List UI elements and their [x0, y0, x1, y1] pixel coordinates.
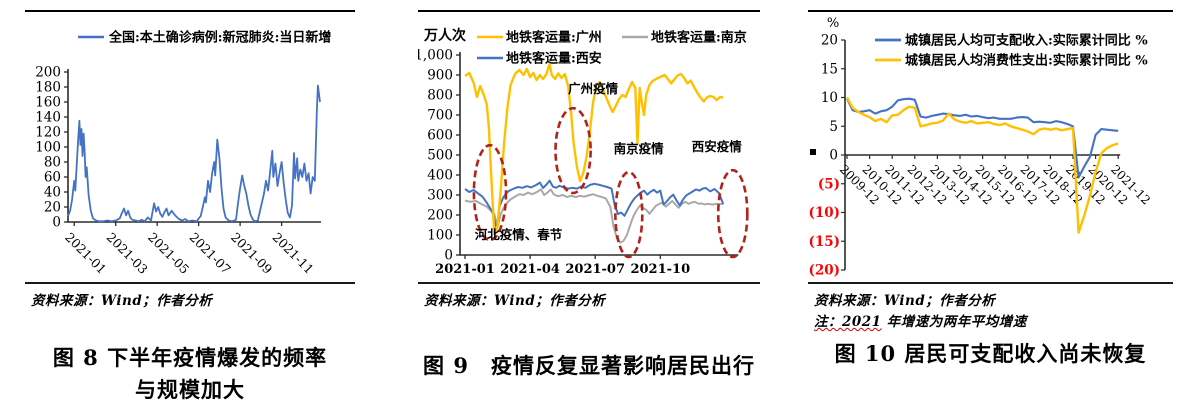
svg-text:2021-03: 2021-03: [104, 230, 151, 277]
outbreak-ellipses: [472, 106, 749, 259]
source-note: 资料来源：Wind；作者分析: [424, 293, 606, 309]
svg-text:120: 120: [35, 125, 61, 141]
series-line-covid-cases: [67, 84, 321, 223]
svg-text:700: 700: [427, 108, 453, 124]
svg-text:5: 5: [829, 119, 838, 135]
figure-caption-line-2: 与规模加大: [135, 377, 245, 402]
svg-text:20: 20: [821, 33, 838, 49]
y-axis-title: 万人次: [423, 27, 466, 44]
chart-note-underlined: 注：2021: [814, 314, 882, 330]
svg-text:(20): (20): [808, 263, 840, 279]
chart-note: 注：2021 年增速为两年平均增速: [814, 310, 1173, 330]
svg-text:20: 20: [44, 200, 61, 216]
figure-caption: 图 9 疫情反复显著影响居民出行: [423, 353, 755, 378]
svg-text:800: 800: [427, 88, 453, 104]
axes: 0204060801001201401601802002021-012021-0…: [35, 65, 321, 277]
svg-text:2021-07: 2021-07: [565, 262, 625, 277]
svg-text:900: 900: [427, 68, 453, 84]
svg-text:10: 10: [821, 90, 838, 106]
panel-top-rule: [25, 10, 355, 12]
svg-text:2021-11: 2021-11: [269, 230, 316, 277]
svg-text:全国:本土确诊病例:新冠肺炎:当日新增: 全国:本土确诊病例:新冠肺炎:当日新增: [108, 30, 331, 46]
chart-note-rest: 年增速为两年平均增速: [881, 314, 1027, 330]
panel-figure-9: 0 100 200 300 400 500 600 700 800 900 1,000 2021-01…: [418, 10, 760, 414]
panel-divider-rule: [418, 282, 760, 284]
stray-bullet-marker: [810, 149, 816, 155]
svg-text:地铁客运量:南京: 地铁客运量:南京: [651, 30, 747, 46]
svg-text:400: 400: [427, 168, 453, 184]
svg-text:城镇居民人均可支配收入:实际累计同比 %: 城镇居民人均可支配收入:实际累计同比 %: [905, 33, 1148, 49]
svg-text:2021-10: 2021-10: [630, 262, 690, 277]
svg-text:60: 60: [44, 170, 61, 186]
svg-text:40: 40: [44, 185, 61, 201]
panel-top-rule: [418, 10, 760, 12]
panel-divider-rule: [25, 282, 355, 284]
figure-caption-line-1: 图 8 下半年疫情爆发的频率: [52, 345, 328, 370]
figure-caption: 图 10 居民可支配收入尚未恢复: [834, 341, 1147, 366]
axes: 0 100 200 300 400 500 600 700 800 900 1,000 2021-01…: [418, 48, 739, 277]
annotation-西安疫情: 西安疫情: [692, 139, 743, 154]
series-line-地铁客运量:广州: [464, 62, 724, 236]
svg-text:(10): (10): [808, 205, 840, 221]
panel-figure-8: 0 20 40 60 80 100 120 140 160 180 200 2021-01 2021-0…: [25, 10, 355, 414]
source-note: 资料来源：Wind；作者分析: [31, 293, 213, 309]
svg-text:2021-07: 2021-07: [187, 230, 234, 277]
svg-text:140: 140: [35, 110, 61, 126]
svg-text:200: 200: [35, 65, 61, 81]
svg-text:城镇居民人均消费性支出:实际累计同比 %: 城镇居民人均消费性支出:实际累计同比 %: [905, 53, 1148, 69]
panel-top-rule: [808, 10, 1173, 12]
series-line-城镇居民人均可支配收入:实际累计同比 %: [846, 97, 1119, 179]
svg-text:500: 500: [427, 148, 453, 164]
svg-text:100: 100: [427, 228, 453, 244]
svg-text:0: 0: [52, 215, 61, 231]
svg-text:0: 0: [444, 248, 453, 264]
legend: 全国:本土确诊病例:新冠肺炎:当日新增: [78, 30, 331, 46]
svg-text:200: 200: [427, 208, 453, 224]
chart-figure-10-income-growth: 20151050(5)(10)(15)(20)2009-122010-12201…: [808, 16, 1153, 279]
svg-text:80: 80: [44, 155, 61, 171]
svg-text:(5): (5): [818, 176, 840, 192]
svg-text:15: 15: [821, 61, 838, 77]
svg-text:(15): (15): [808, 234, 840, 250]
svg-text:2021-05: 2021-05: [145, 230, 192, 277]
chart-figure-9-metro-ridership: 0 100 200 300 400 500 600 700 800 900 1,000 2021-01…: [418, 27, 749, 277]
annotation-南京疫情: 南京疫情: [614, 141, 665, 156]
svg-text:2021-01: 2021-01: [62, 230, 109, 277]
svg-text:2021-01: 2021-01: [435, 262, 495, 277]
figure-caption: 图 8 下半年疫情爆发的频率 与规模加大: [25, 342, 355, 406]
series-line-城镇居民人均消费性支出:实际累计同比 %: [845, 96, 1119, 234]
svg-text:100: 100: [35, 140, 61, 156]
svg-text:2021-09: 2021-09: [228, 230, 275, 277]
panel-figure-10: 20 15 10 5 0 (5) (10) (15) (20) 2009-12 2010-12 201…: [808, 10, 1173, 414]
legend: 城镇居民人均可支配收入:实际累计同比 % 城镇居民人均消费性支出:实际累计同比 %: [875, 33, 1148, 69]
svg-text:300: 300: [427, 188, 453, 204]
y-axis-title: %: [827, 16, 839, 31]
svg-text:地铁客运量:广州: 地铁客运量:广州: [506, 30, 602, 46]
panel-divider-rule: [808, 282, 1173, 284]
outbreak-ellipse: [554, 106, 592, 195]
svg-text:1,000: 1,000: [418, 48, 453, 64]
source-note: 资料来源：Wind；作者分析: [814, 293, 996, 309]
annotation-广州疫情: 广州疫情: [568, 81, 619, 96]
svg-text:2021-04: 2021-04: [500, 262, 560, 277]
svg-text:600: 600: [427, 128, 453, 144]
outbreak-ellipse: [472, 143, 508, 242]
annotation-河北疫情、春节: 河北疫情、春节: [475, 227, 563, 242]
svg-text:地铁客运量:西安: 地铁客运量:西安: [506, 51, 602, 67]
outbreak-ellipse: [614, 170, 644, 259]
chart-figure-8-covid-daily-cases: 0204060801001201401601802002021-012021-0…: [35, 30, 331, 277]
series-line-地铁客运量:西安: [464, 179, 725, 231]
svg-text:160: 160: [35, 95, 61, 111]
outbreak-ellipse: [716, 168, 749, 259]
svg-text:0: 0: [829, 148, 838, 164]
svg-text:180: 180: [35, 80, 61, 96]
